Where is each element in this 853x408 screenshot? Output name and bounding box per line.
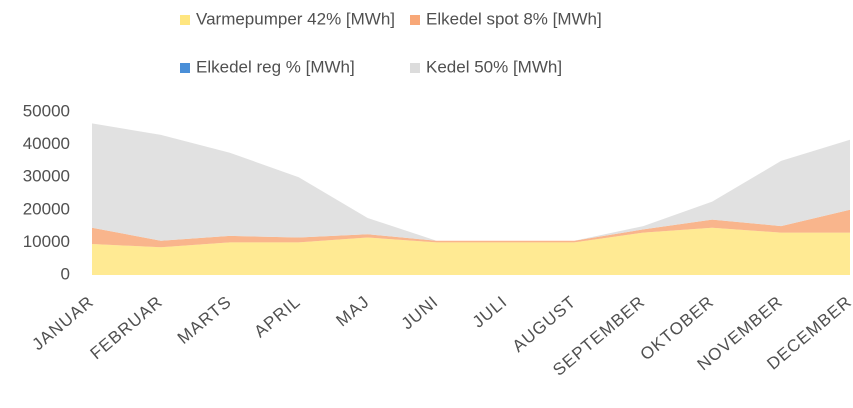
legend-swatch	[410, 15, 420, 25]
y-tick-label: 20000	[23, 199, 70, 218]
legend-label: Varmepumper 42% [MWh]	[196, 9, 395, 28]
area	[92, 209, 850, 248]
legend-swatch	[180, 63, 190, 73]
x-tick-label: APRIL	[250, 292, 304, 341]
x-tick-label: JULI	[469, 292, 511, 332]
y-tick-label: 40000	[23, 134, 70, 153]
x-tick-label: JANUAR	[29, 292, 98, 354]
y-tick-label: 50000	[23, 101, 70, 120]
y-tick-label: 10000	[23, 232, 70, 251]
legend-label: Kedel 50% [MWh]	[426, 57, 562, 76]
x-tick-label: MARTS	[174, 292, 235, 348]
legend-swatch	[410, 63, 420, 73]
x-tick-label: MAJ	[333, 292, 374, 330]
x-tick-label: AUGUST	[509, 292, 580, 356]
legend-label: Elkedel spot 8% [MWh]	[426, 9, 602, 28]
y-tick-label: 30000	[23, 167, 70, 186]
legend-swatch	[180, 15, 190, 25]
legend-label: Elkedel reg % [MWh]	[196, 57, 355, 76]
area	[92, 227, 850, 275]
y-tick-label: 0	[61, 264, 70, 283]
area	[92, 123, 850, 241]
x-tick-label: FEBRUAR	[87, 292, 167, 363]
x-tick-label: JUNI	[398, 292, 442, 333]
